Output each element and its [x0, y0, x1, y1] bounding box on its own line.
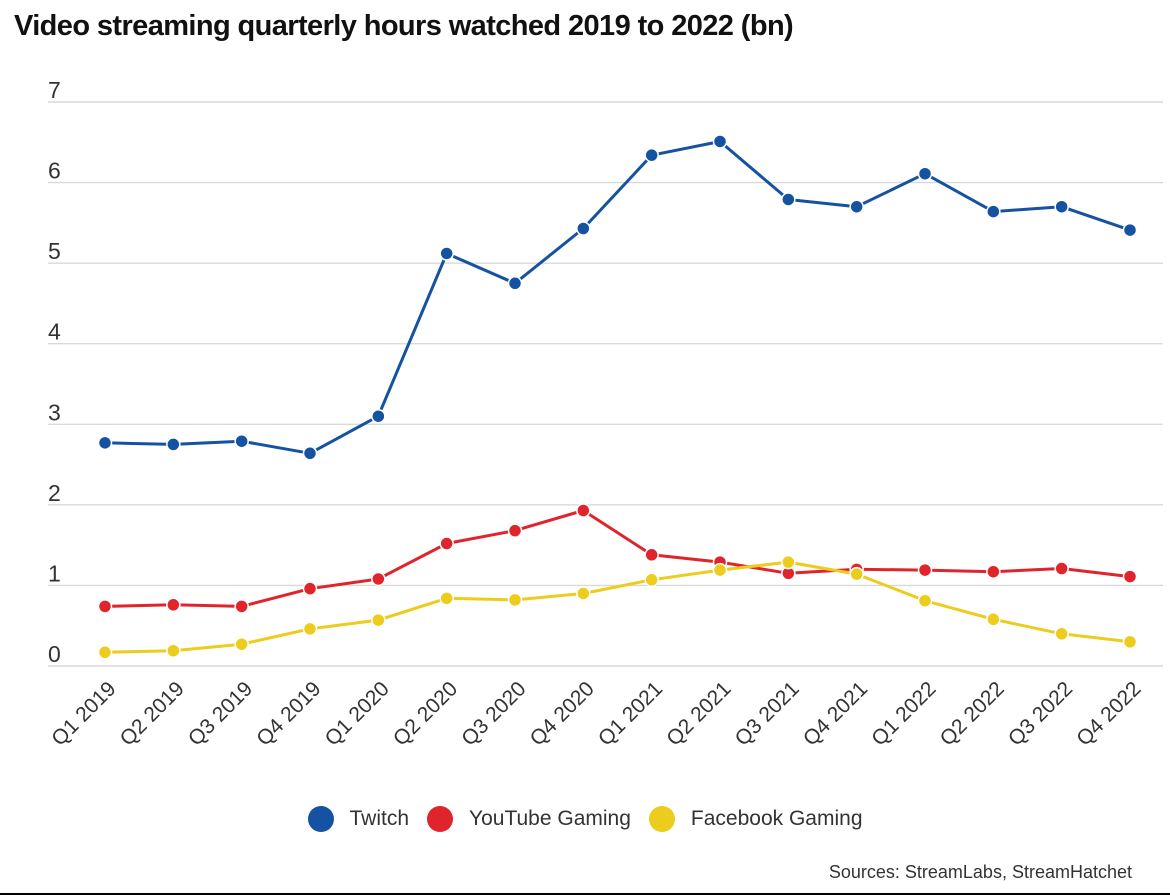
x-tick-label-q1-2022: Q1 2022 [867, 677, 940, 750]
series-youtube-gaming [97, 503, 1138, 614]
point-facebook-gaming-q3-2021[interactable] [781, 554, 796, 570]
point-facebook-gaming-q3-2019[interactable] [234, 636, 249, 652]
x-tick-label-q4-2019: Q4 2019 [252, 677, 325, 750]
point-youtube-gaming-q2-2019[interactable] [166, 597, 181, 613]
point-youtube-gaming-q4-2019[interactable] [302, 581, 318, 596]
point-youtube-gaming-q3-2022[interactable] [1054, 561, 1069, 576]
series-lines [97, 134, 1138, 660]
point-twitch-q1-2022[interactable] [917, 166, 933, 181]
y-tick-label-5: 5 [48, 238, 61, 264]
point-facebook-gaming-q1-2020[interactable] [371, 612, 386, 628]
point-facebook-gaming-q2-2022[interactable] [986, 612, 1001, 627]
legend: Twitch YouTube Gaming Facebook Gaming [0, 806, 1170, 832]
legend-item-youtube-gaming[interactable]: YouTube Gaming [427, 806, 631, 832]
legend-label-youtube-gaming: YouTube Gaming [469, 807, 631, 830]
point-facebook-gaming-q4-2022[interactable] [1122, 634, 1138, 650]
y-tick-label-7: 7 [48, 77, 61, 103]
legend-marker-twitch [307, 806, 334, 832]
x-tick-label-q3-2022: Q3 2022 [1004, 677, 1077, 750]
point-youtube-gaming-q1-2022[interactable] [917, 562, 933, 578]
point-youtube-gaming-q1-2021[interactable] [644, 547, 659, 563]
point-twitch-q4-2022[interactable] [1122, 222, 1138, 238]
point-twitch-q3-2021[interactable] [781, 192, 796, 207]
gridlines [48, 101, 1163, 667]
point-facebook-gaming-q2-2021[interactable] [712, 562, 728, 578]
point-youtube-gaming-q1-2020[interactable] [371, 571, 386, 587]
point-youtube-gaming-q3-2019[interactable] [234, 599, 249, 614]
point-twitch-q3-2019[interactable] [234, 433, 249, 449]
series-facebook-gaming [97, 554, 1138, 660]
point-facebook-gaming-q3-2022[interactable] [1054, 626, 1069, 642]
y-tick-label-0: 0 [48, 641, 61, 667]
y-tick-label-2: 2 [48, 480, 61, 506]
point-twitch-q1-2021[interactable] [644, 147, 659, 163]
legend-label-facebook-gaming: Facebook Gaming [690, 807, 863, 830]
legend-marker-youtube-gaming [427, 806, 454, 832]
legend-label-twitch: Twitch [349, 807, 410, 830]
point-facebook-gaming-q4-2019[interactable] [302, 621, 318, 637]
point-twitch-q4-2021[interactable] [849, 199, 864, 214]
x-tick-label-q1-2019: Q1 2019 [47, 677, 120, 750]
point-twitch-q1-2019[interactable] [97, 435, 113, 451]
bottom-rule [0, 893, 1170, 895]
x-tick-label-q1-2021: Q1 2021 [594, 677, 667, 750]
source-note: Sources: StreamLabs, StreamHatchet [828, 862, 1132, 882]
point-twitch-q2-2020[interactable] [439, 246, 454, 261]
point-facebook-gaming-q3-2020[interactable] [507, 592, 523, 608]
legend-item-facebook-gaming[interactable]: Facebook Gaming [648, 806, 863, 832]
series-line-twitch [104, 140, 1131, 455]
point-twitch-q4-2019[interactable] [302, 446, 318, 461]
point-facebook-gaming-q4-2021[interactable] [849, 566, 864, 582]
x-tick-label-q4-2021: Q4 2021 [799, 677, 872, 750]
point-twitch-q2-2019[interactable] [166, 437, 181, 452]
x-tick-label-q2-2019: Q2 2019 [116, 677, 189, 750]
x-tick-label-q2-2020: Q2 2020 [389, 677, 462, 750]
point-youtube-gaming-q4-2020[interactable] [576, 503, 591, 518]
point-twitch-q4-2020[interactable] [576, 221, 591, 236]
x-tick-label-q1-2020: Q1 2020 [321, 677, 394, 750]
y-tick-label-1: 1 [48, 560, 61, 586]
point-facebook-gaming-q1-2021[interactable] [644, 572, 659, 588]
legend-marker-facebook-gaming [648, 806, 675, 832]
point-facebook-gaming-q2-2019[interactable] [166, 643, 181, 658]
point-facebook-gaming-q2-2020[interactable] [439, 591, 454, 606]
y-tick-label-3: 3 [48, 399, 61, 425]
x-tick-label-q2-2021: Q2 2021 [662, 677, 735, 750]
point-youtube-gaming-q4-2022[interactable] [1122, 569, 1138, 584]
x-tick-label-q4-2020: Q4 2020 [526, 677, 599, 750]
legend-item-twitch[interactable]: Twitch [307, 806, 410, 832]
y-axis-ticks: 0 1 2 3 4 5 6 7 [48, 77, 61, 667]
x-tick-label-q4-2022: Q4 2022 [1072, 677, 1145, 750]
point-twitch-q2-2022[interactable] [986, 204, 1001, 219]
point-facebook-gaming-q1-2022[interactable] [917, 593, 933, 608]
x-tick-label-q3-2021: Q3 2021 [731, 677, 804, 750]
chart-title: Video streaming quarterly hours watched … [14, 10, 794, 42]
point-youtube-gaming-q2-2022[interactable] [986, 564, 1001, 579]
point-twitch-q2-2021[interactable] [712, 134, 728, 149]
series-line-youtube-gaming [104, 509, 1131, 608]
y-tick-label-4: 4 [48, 319, 61, 345]
x-tick-label-q3-2020: Q3 2020 [457, 677, 530, 750]
series-line-facebook-gaming [104, 560, 1131, 654]
point-twitch-q3-2022[interactable] [1054, 199, 1069, 214]
point-facebook-gaming-q1-2019[interactable] [97, 645, 113, 660]
x-tick-label-q3-2019: Q3 2019 [184, 677, 257, 750]
point-twitch-q1-2020[interactable] [371, 408, 386, 424]
point-facebook-gaming-q4-2020[interactable] [576, 586, 591, 601]
x-tick-label-q2-2022: Q2 2022 [936, 677, 1009, 750]
point-youtube-gaming-q1-2019[interactable] [97, 599, 113, 614]
series-twitch [97, 134, 1138, 461]
point-youtube-gaming-q3-2020[interactable] [507, 523, 523, 538]
point-twitch-q3-2020[interactable] [507, 276, 523, 291]
point-youtube-gaming-q2-2020[interactable] [439, 536, 454, 551]
y-tick-label-6: 6 [48, 158, 61, 184]
